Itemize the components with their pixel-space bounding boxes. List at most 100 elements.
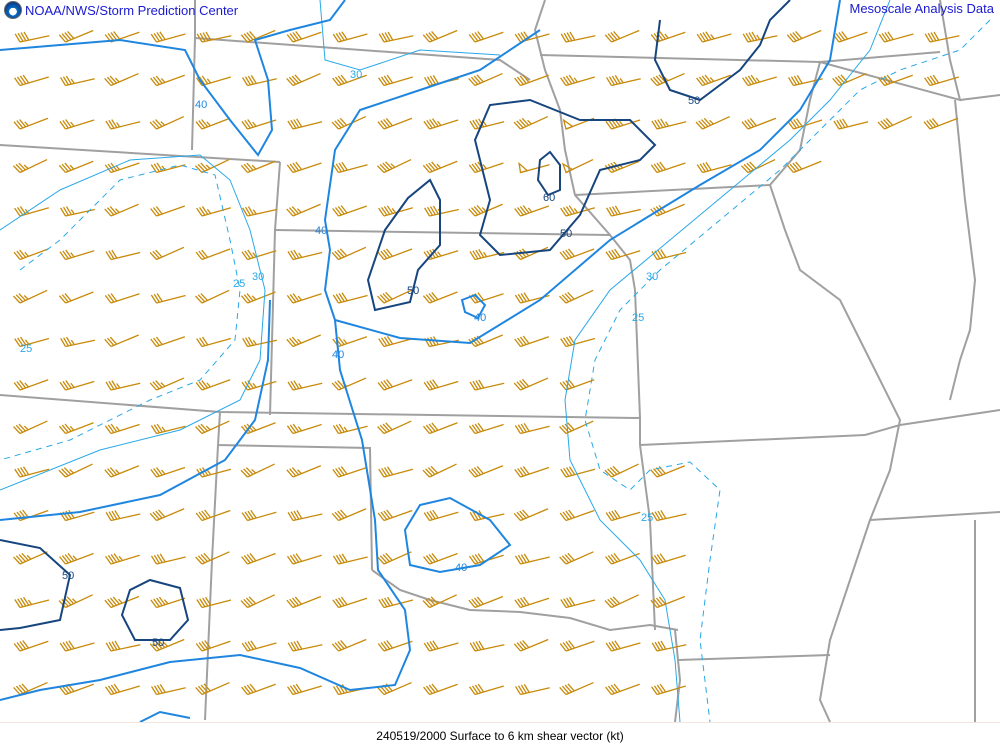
wind-barb <box>58 160 94 174</box>
wind-barb <box>60 206 95 217</box>
wind-barb <box>651 118 687 130</box>
wind-barb <box>424 205 459 217</box>
wind-barb <box>196 31 232 43</box>
wind-barb <box>59 119 95 130</box>
wind-barb <box>604 29 640 43</box>
wind-barb <box>696 161 732 174</box>
wind-barb <box>559 379 595 391</box>
wind-barb <box>240 29 276 43</box>
wind-barb <box>878 31 914 43</box>
wind-barb <box>196 336 232 348</box>
wind-barb <box>469 510 505 522</box>
wind-barb <box>650 553 686 565</box>
wind-barb <box>60 336 95 348</box>
contour-40 <box>460 293 487 320</box>
wind-barb <box>468 161 504 174</box>
wind-barb <box>560 335 596 348</box>
contour-label-25: 25 <box>20 343 32 355</box>
border-ne-ks <box>274 229 611 236</box>
contour-40 <box>0 299 271 521</box>
wind-barb <box>149 377 185 391</box>
contour-40 <box>0 0 346 157</box>
wind-barb <box>195 681 230 696</box>
wind-barb <box>787 75 823 87</box>
border-nw-corner <box>959 94 1000 101</box>
contour-label-25: 25 <box>632 312 644 324</box>
wind-barb <box>559 509 595 522</box>
wind-barb <box>240 160 276 174</box>
wind-barb <box>605 509 641 522</box>
wind-barb <box>422 594 457 609</box>
wind-barb <box>331 638 367 652</box>
wind-barb <box>651 510 687 522</box>
contour-label-30: 30 <box>646 271 658 283</box>
contour-label-60: 60 <box>543 192 555 204</box>
wind-barb <box>376 158 412 174</box>
wind-barb <box>422 29 458 43</box>
wind-barb <box>514 335 550 348</box>
wind-barb <box>241 552 276 565</box>
wind-barb <box>150 684 186 696</box>
state-borders <box>0 0 1000 722</box>
wind-barb <box>377 289 412 304</box>
wind-barb <box>331 377 367 391</box>
wind-barb <box>923 117 959 130</box>
wind-barb <box>422 463 457 478</box>
wind-barb <box>286 595 322 609</box>
wind-barb <box>696 74 731 87</box>
contour-label-40: 40 <box>455 562 467 574</box>
border-mo-south <box>639 434 866 446</box>
contour-25 <box>584 19 991 722</box>
wind-barb <box>561 158 594 174</box>
border-tn-south <box>869 511 1000 521</box>
wind-barb <box>150 31 186 43</box>
wind-barb <box>195 248 231 261</box>
wind-barb <box>287 380 323 391</box>
wind-barb <box>105 380 141 391</box>
wind-barb <box>650 161 686 174</box>
wind-barb <box>287 640 323 652</box>
wind-barb <box>195 420 230 435</box>
wind-barb <box>287 683 322 696</box>
wind-barb <box>196 206 232 217</box>
contour-label-30: 30 <box>252 271 264 283</box>
wind-barb <box>286 293 322 304</box>
wind-barb <box>150 423 186 435</box>
wind-barb <box>924 74 959 87</box>
contours <box>0 0 991 722</box>
contour-30 <box>564 0 891 722</box>
wind-barb <box>13 289 48 304</box>
wind-barb <box>240 594 275 609</box>
wind-barb <box>695 115 731 130</box>
contour-label-25: 25 <box>233 278 245 290</box>
wind-barb <box>149 115 185 130</box>
wind-barb <box>14 596 50 609</box>
wind-barb <box>14 206 50 217</box>
wind-barb <box>332 423 368 435</box>
wind-barb <box>105 640 141 652</box>
border-ar-south <box>677 654 831 661</box>
contour-label-50: 50 <box>62 570 74 582</box>
wind-barb <box>195 379 231 391</box>
wind-barb <box>378 466 414 478</box>
border-missouri-river <box>533 0 636 291</box>
wind-barb <box>559 551 594 565</box>
wind-barb <box>559 248 595 261</box>
wind-barb <box>150 553 186 565</box>
wind-barb <box>559 681 594 696</box>
wind-barb <box>514 553 550 565</box>
wind-barb <box>742 74 777 87</box>
wind-barb <box>423 118 459 130</box>
wind-barb <box>13 681 48 696</box>
wind-barb <box>513 638 549 652</box>
wind-barb <box>58 29 94 43</box>
contour-25 <box>0 164 241 461</box>
wind-barb <box>560 74 595 87</box>
wind-barb <box>59 75 95 87</box>
wind-barb <box>149 246 185 261</box>
wind-barb <box>650 465 686 478</box>
wind-barb <box>332 74 367 87</box>
wind-barb <box>195 551 230 565</box>
wind-barb <box>332 466 368 478</box>
contour-30 <box>0 154 266 491</box>
